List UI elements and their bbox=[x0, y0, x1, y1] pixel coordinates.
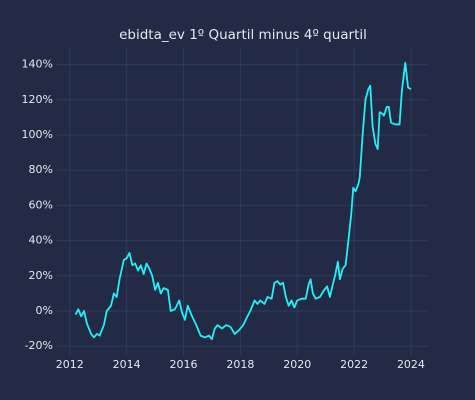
y-tick-label: 20% bbox=[29, 269, 53, 282]
x-tick-label: 2020 bbox=[283, 358, 311, 371]
x-tick-label: 2018 bbox=[226, 358, 254, 371]
x-tick-label: 2012 bbox=[56, 358, 84, 371]
line bbox=[74, 61, 412, 341]
y-tick-label: 80% bbox=[29, 163, 53, 176]
x-tick-label: 2016 bbox=[170, 358, 198, 371]
x-tick-label: 2022 bbox=[340, 358, 368, 371]
y-tick-label: 140% bbox=[22, 58, 53, 71]
y-tick-label: 0% bbox=[36, 304, 53, 317]
y-tick-label: -20% bbox=[25, 339, 53, 352]
y-tick-label: 40% bbox=[29, 234, 53, 247]
chart-title: ebidta_ev 1º Quartil minus 4º quartil bbox=[119, 27, 367, 43]
x-tick-label: 2014 bbox=[113, 358, 141, 371]
y-tick-label: 60% bbox=[29, 198, 53, 211]
y-tick-label: 120% bbox=[22, 93, 53, 106]
y-tick-label: 100% bbox=[22, 128, 53, 141]
x-tick-label: 2024 bbox=[397, 358, 425, 371]
